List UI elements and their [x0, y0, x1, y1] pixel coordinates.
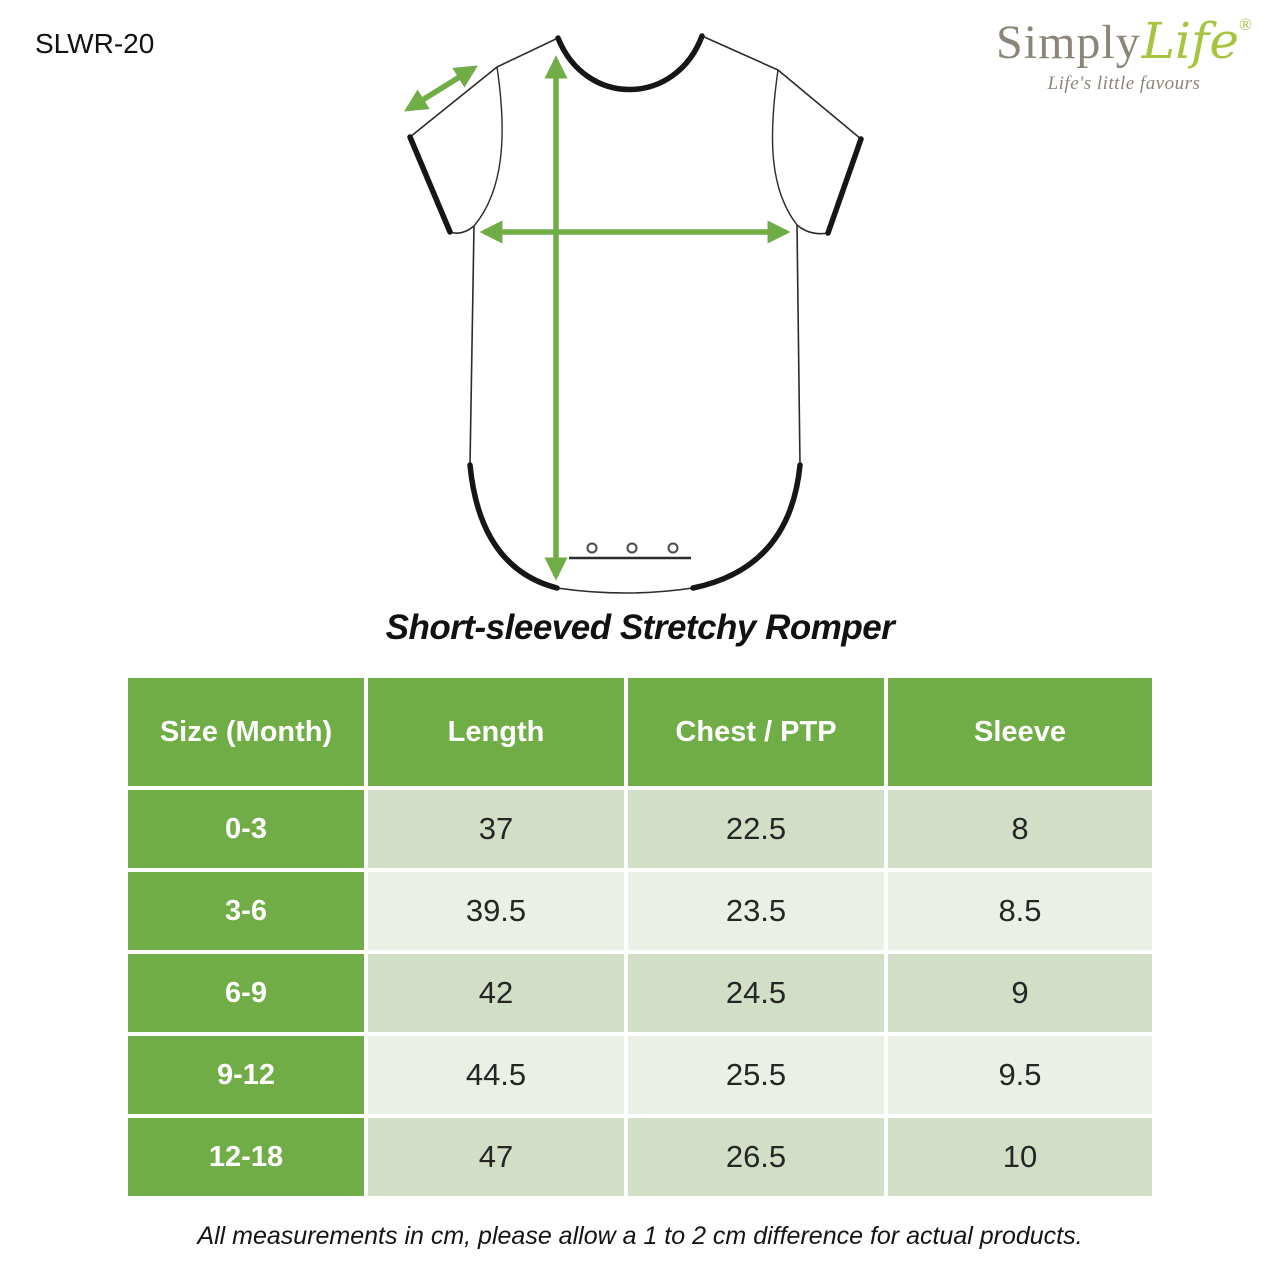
brand-logo-text: SimplyLife® — [994, 16, 1254, 67]
logo-text-simply: Simply — [996, 16, 1141, 69]
registered-trademark-icon: ® — [1239, 15, 1252, 34]
chest-cell: 23.5 — [628, 872, 884, 950]
chest-cell: 22.5 — [628, 790, 884, 868]
product-title: Short-sleeved Stretchy Romper — [385, 608, 895, 647]
length-cell: 44.5 — [368, 1036, 624, 1114]
left-armhole-seam — [473, 66, 503, 227]
product-code: SLWR-20 — [35, 28, 155, 59]
right-sleeve-hem — [825, 136, 864, 236]
sleeve-cell: 10 — [888, 1118, 1152, 1196]
size-cell: 0-3 — [128, 790, 364, 868]
sleeve-cell: 8.5 — [888, 872, 1152, 950]
sleeve-arrow — [404, 65, 478, 112]
table-row: 9-12 44.5 25.5 9.5 — [128, 1036, 1152, 1114]
right-leg-opening — [690, 462, 803, 591]
sleeve-cell: 9 — [888, 954, 1152, 1032]
table-row: 0-3 37 22.5 8 — [128, 790, 1152, 868]
brand-tagline: Life's little favours — [1047, 73, 1201, 94]
size-cell: 9-12 — [128, 1036, 364, 1114]
brand-logo: SimplyLife® Life's little favours — [994, 16, 1254, 95]
column-header-length: Length — [368, 678, 624, 786]
snap-buttons-icon — [586, 542, 679, 554]
sleeve-cell: 8 — [888, 790, 1152, 868]
length-cell: 42 — [368, 954, 624, 1032]
chest-cell: 26.5 — [628, 1118, 884, 1196]
column-header-sleeve: Sleeve — [888, 678, 1152, 786]
left-sleeve-hem — [407, 134, 453, 235]
chest-cell: 25.5 — [628, 1036, 884, 1114]
size-cell: 12-18 — [128, 1118, 364, 1196]
chest-cell: 24.5 — [628, 954, 884, 1032]
table-row: 12-18 47 26.5 10 — [128, 1118, 1152, 1196]
column-header-size: Size (Month) — [128, 678, 364, 786]
table-row: 6-9 42 24.5 9 — [128, 954, 1152, 1032]
sleeve-cell: 9.5 — [888, 1036, 1152, 1114]
measurement-disclaimer: All measurements in cm, please allow a 1… — [197, 1222, 1083, 1250]
column-header-chest: Chest / PTP — [628, 678, 884, 786]
romper-measurement-diagram — [404, 33, 864, 594]
length-cell: 39.5 — [368, 872, 624, 950]
size-cell: 6-9 — [128, 954, 364, 1032]
logo-text-life: Life — [1141, 12, 1240, 70]
left-leg-opening — [467, 462, 560, 591]
size-cell: 3-6 — [128, 872, 364, 950]
table-header-row: Size (Month) Length Chest / PTP Sleeve — [128, 678, 1152, 786]
size-table: Size (Month) Length Chest / PTP Sleeve 0… — [128, 678, 1152, 1200]
length-cell: 47 — [368, 1118, 624, 1196]
table-row: 3-6 39.5 23.5 8.5 — [128, 872, 1152, 950]
right-armhole-seam — [771, 69, 798, 226]
length-cell: 37 — [368, 790, 624, 868]
neckband — [555, 33, 705, 93]
